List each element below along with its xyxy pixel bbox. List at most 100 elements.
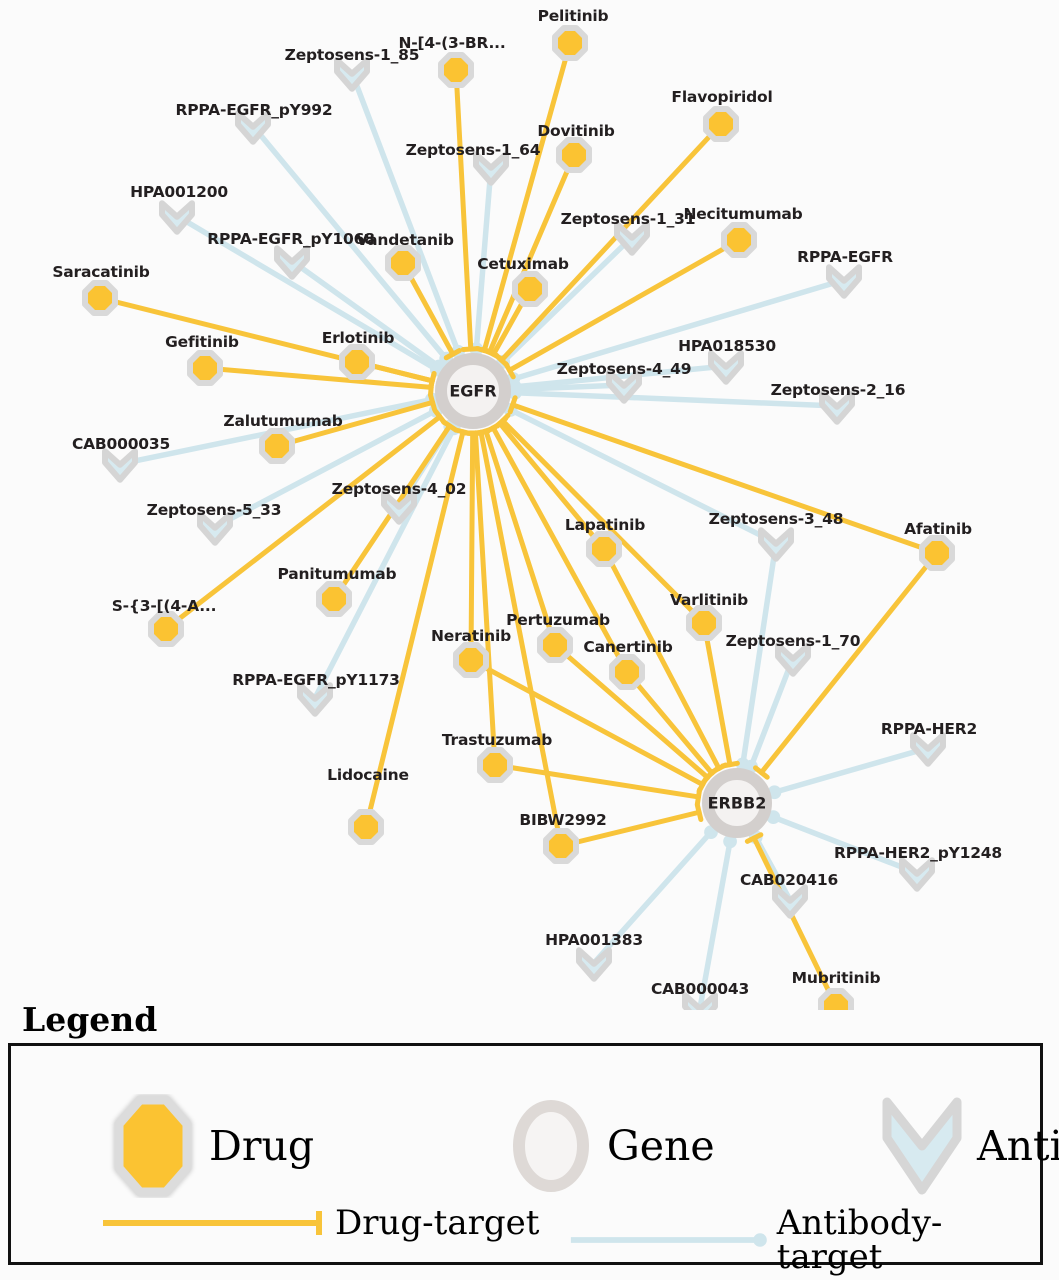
drug-node[interactable] (438, 52, 474, 88)
antibody-node[interactable] (775, 642, 811, 677)
antibody-node[interactable] (235, 110, 271, 145)
drug-icon (114, 1095, 192, 1197)
antibody-node[interactable] (614, 221, 650, 256)
drug-node[interactable] (316, 581, 352, 617)
drug-edge (497, 420, 607, 552)
drug-edge (552, 642, 711, 780)
antibody-node[interactable] (606, 369, 642, 404)
drug-node[interactable] (339, 344, 375, 380)
antibody-node[interactable] (758, 527, 794, 562)
drug-edge-cap (471, 428, 491, 437)
antibody-nodes[interactable] (102, 57, 946, 1010)
antibody-node[interactable] (381, 490, 417, 525)
drug-target-edge-icon (103, 1211, 322, 1235)
antibody-edge (770, 814, 920, 876)
drug-node[interactable] (477, 747, 513, 783)
gene-nodes[interactable] (435, 353, 772, 838)
legend-label-gene: Gene (607, 1121, 715, 1170)
drug-edge (468, 657, 706, 788)
drug-node[interactable] (686, 605, 722, 641)
antibody-edge (212, 407, 439, 530)
antibody-node[interactable] (473, 151, 509, 186)
antibody-edge (697, 838, 733, 1010)
antibody-node[interactable] (576, 947, 612, 982)
drug-node[interactable] (385, 245, 421, 281)
antibody-node[interactable] (274, 245, 310, 280)
drug-node[interactable] (586, 531, 622, 567)
drug-edge (481, 40, 573, 354)
drug-edge (274, 399, 436, 449)
drug-node[interactable] (348, 809, 384, 845)
drug-edge (492, 762, 701, 800)
drug-edge (483, 428, 558, 648)
drug-edge (701, 620, 733, 768)
legend-item-antibody: Antibody (877, 1094, 1059, 1198)
drug-edge-cap (694, 802, 704, 823)
drug-nodes[interactable] (82, 25, 955, 1010)
drug-node[interactable] (818, 988, 854, 1010)
legend-label-antibody: Antibody (977, 1121, 1059, 1170)
drug-edge-cap (443, 348, 462, 361)
gene-label-egfr: EGFR (449, 381, 497, 401)
drug-node[interactable] (512, 271, 548, 307)
drug-edge (499, 121, 724, 363)
drug-node[interactable] (721, 222, 757, 258)
drug-edge-cap (503, 361, 516, 380)
antibody-node[interactable] (102, 448, 138, 483)
antibody-node[interactable] (772, 884, 808, 919)
legend-item-drug-target: Drug-target (99, 1206, 539, 1240)
drug-edge-cap (484, 348, 503, 361)
drug-edge-cap (428, 392, 438, 413)
gene-node[interactable] (435, 353, 511, 429)
drug-edge (478, 429, 564, 849)
network-canvas[interactable] (0, 0, 1059, 1010)
drug-edge (490, 425, 630, 675)
drug-node[interactable] (609, 654, 645, 690)
drug-edge (507, 237, 742, 373)
antibody-node[interactable] (334, 57, 370, 92)
drug-node[interactable] (82, 280, 118, 316)
drug-edge-cap (432, 408, 447, 426)
drug-node[interactable] (148, 611, 184, 647)
antibody-node[interactable] (708, 350, 744, 385)
antibody-edge (500, 234, 635, 365)
legend-label-drug: Drug (209, 1121, 315, 1170)
drug-node[interactable] (187, 350, 223, 386)
drug-edge (751, 835, 839, 1009)
drug-edge (468, 430, 476, 663)
antibody-edge (512, 389, 840, 409)
antibody-edge (510, 277, 847, 382)
antibody-icon (882, 1097, 962, 1195)
antibody-node[interactable] (819, 390, 855, 425)
antibody-edge (312, 425, 457, 701)
antibody-node[interactable] (682, 992, 718, 1010)
drug-edge-cap (694, 787, 703, 807)
legend-title: Legend (22, 1000, 158, 1039)
legend-item-drug: Drug (107, 1094, 314, 1198)
drug-node[interactable] (537, 627, 573, 663)
antibody-edge (512, 382, 627, 393)
antibody-node[interactable] (899, 857, 935, 892)
gene-node[interactable] (702, 768, 772, 838)
antibody-node[interactable] (159, 200, 195, 235)
antibody-node[interactable] (826, 264, 862, 299)
antibody-edge (512, 363, 729, 390)
antibody-edge (748, 655, 796, 770)
drug-edge-cap (428, 377, 435, 398)
drug-node[interactable] (259, 428, 295, 464)
drug-node[interactable] (556, 137, 592, 173)
drug-target-edges (97, 40, 940, 1009)
antibody-edge-cap (723, 834, 737, 849)
drug-node[interactable] (919, 535, 955, 571)
antibody-node[interactable] (910, 732, 946, 767)
drug-node[interactable] (552, 25, 588, 61)
antibody-edge (473, 164, 494, 352)
antibody-node[interactable] (197, 511, 233, 546)
drug-node[interactable] (703, 106, 739, 142)
antibody-edge (289, 258, 442, 370)
drug-edge-cap (720, 760, 740, 769)
drug-node[interactable] (453, 642, 489, 678)
drug-node[interactable] (543, 828, 579, 864)
drug-edge (758, 550, 940, 776)
antibody-node[interactable] (297, 682, 333, 717)
